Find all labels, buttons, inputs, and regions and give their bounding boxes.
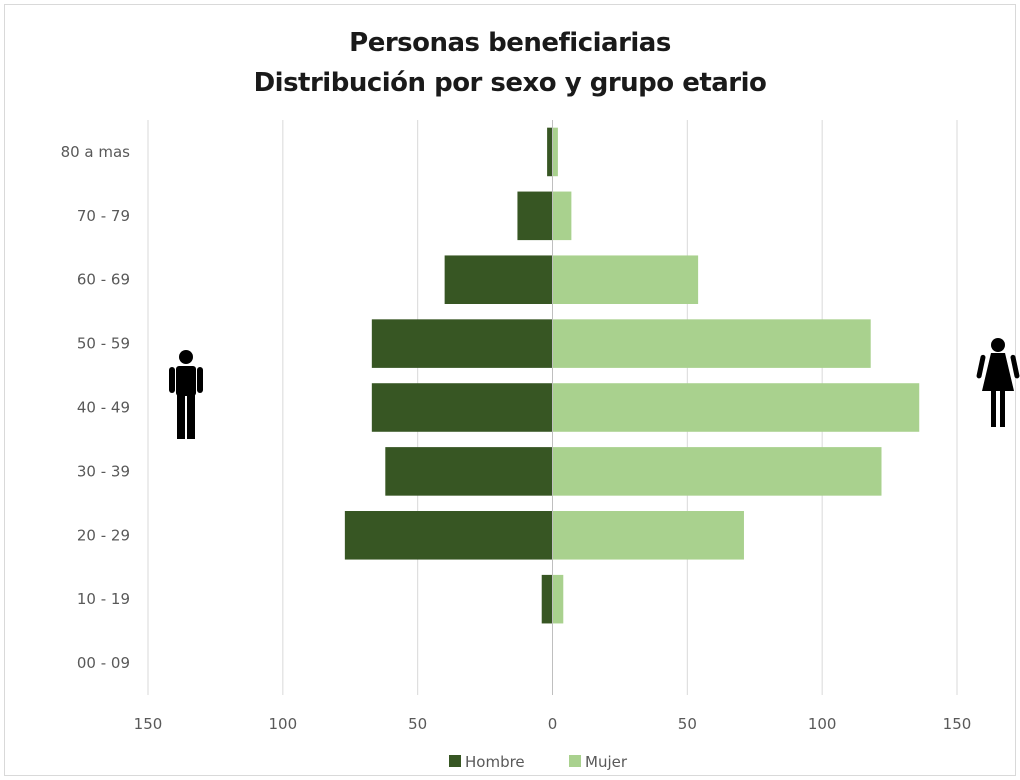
bars xyxy=(344,127,920,624)
bar-mujer xyxy=(552,447,882,496)
x-tick-label: 50 xyxy=(408,715,427,733)
category-label: 20 - 29 xyxy=(77,526,130,544)
bar-hombre xyxy=(385,447,553,496)
bar-hombre xyxy=(371,383,553,432)
bar-hombre xyxy=(371,319,553,368)
category-label: 50 - 59 xyxy=(77,335,130,353)
legend-label: Hombre xyxy=(465,753,525,771)
bar-hombre xyxy=(517,191,553,241)
bar-hombre xyxy=(444,255,553,304)
bar-mujer xyxy=(552,255,699,304)
legend-swatch xyxy=(569,755,581,767)
category-label: 70 - 79 xyxy=(77,207,130,225)
bar-mujer xyxy=(552,574,564,624)
category-label: 10 - 19 xyxy=(77,590,130,608)
category-label: 60 - 69 xyxy=(77,271,130,289)
chart-subtitle: Distribución por sexo y grupo etario xyxy=(253,68,767,98)
legend-label: Mujer xyxy=(585,753,628,771)
category-label: 30 - 39 xyxy=(77,462,130,480)
bar-hombre xyxy=(541,574,553,624)
category-label: 40 - 49 xyxy=(77,399,130,417)
x-tick-label: 150 xyxy=(134,715,163,733)
bar-mujer xyxy=(552,511,744,560)
bar-mujer xyxy=(552,319,871,368)
x-tick-label: 100 xyxy=(808,715,837,733)
x-tick-label: 0 xyxy=(548,715,558,733)
x-tick-label: 50 xyxy=(678,715,697,733)
bar-mujer xyxy=(552,127,558,177)
x-tick-label: 150 xyxy=(943,715,972,733)
bar-mujer xyxy=(552,383,920,432)
woman-icon xyxy=(976,338,1020,427)
chart-title: Personas beneficiarias xyxy=(349,28,671,58)
bar-mujer xyxy=(552,191,572,241)
bar-hombre xyxy=(547,127,553,177)
chart-frame xyxy=(4,4,1016,776)
x-tick-labels: 150 100 50 0 50 100 150 xyxy=(134,715,972,733)
man-icon xyxy=(169,350,203,439)
category-label: 00 - 09 xyxy=(77,654,130,672)
legend-swatch xyxy=(449,755,461,767)
category-label: 80 a mas xyxy=(61,143,131,161)
category-labels: 80 a mas 70 - 79 60 - 69 50 - 59 40 - 49 30 -… xyxy=(61,143,131,672)
bar-hombre xyxy=(344,511,553,560)
legend: Hombre Mujer xyxy=(449,753,628,771)
x-tick-label: 100 xyxy=(269,715,298,733)
